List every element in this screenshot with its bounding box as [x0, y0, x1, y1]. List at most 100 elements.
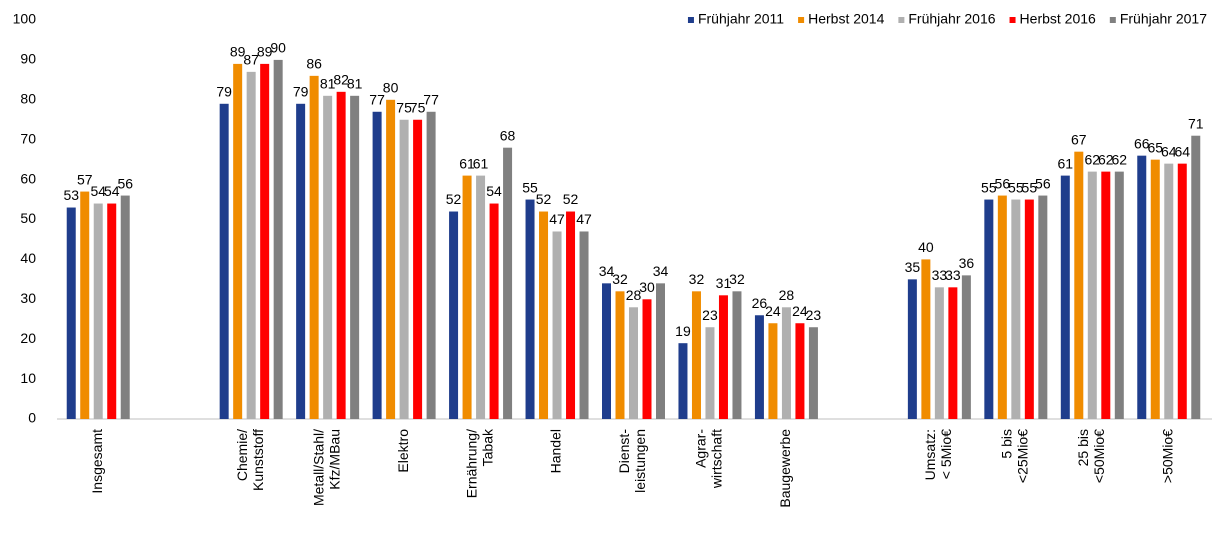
bar	[80, 191, 90, 419]
x-tick-label: Kunststoff	[250, 429, 266, 491]
bar	[961, 275, 971, 419]
bar	[629, 307, 638, 419]
bar	[539, 211, 549, 419]
y-tick-label: 20	[20, 330, 36, 346]
bar	[309, 75, 319, 420]
data-label: 71	[1188, 115, 1204, 131]
bar	[372, 111, 382, 420]
data-label: 82	[333, 72, 349, 88]
legend-marker	[898, 17, 905, 23]
bar	[476, 175, 486, 419]
x-tick-label: Tabak	[479, 428, 495, 466]
data-label: 61	[1058, 155, 1074, 171]
data-label: 33	[932, 267, 948, 283]
data-label: 55	[1008, 179, 1024, 195]
bar	[66, 207, 76, 419]
bar	[552, 231, 562, 419]
data-label: 87	[243, 52, 259, 68]
bar	[921, 259, 931, 419]
data-label: 61	[459, 155, 475, 171]
data-label: 54	[486, 183, 502, 199]
data-label: 23	[806, 307, 822, 323]
bar	[233, 63, 243, 419]
bar	[219, 103, 229, 419]
bar	[1087, 171, 1097, 419]
x-tick-label: < 5Mio€	[938, 429, 954, 479]
y-tick-label: 90	[20, 51, 36, 67]
y-tick-label: 70	[20, 130, 36, 146]
data-label: 30	[639, 279, 655, 295]
bar	[642, 299, 652, 419]
data-label: 28	[779, 287, 795, 303]
bar	[718, 295, 728, 419]
y-tick-label: 40	[20, 250, 36, 266]
legend-label: Frühjahr 2016	[908, 11, 995, 27]
x-tick-label: Handel	[548, 429, 564, 473]
data-label: 86	[306, 56, 322, 72]
data-label: 90	[270, 40, 286, 56]
bar	[808, 327, 818, 419]
data-label: 79	[293, 83, 309, 99]
bar	[1060, 175, 1070, 419]
bar	[984, 199, 994, 419]
data-label: 54	[104, 183, 120, 199]
bar	[754, 315, 764, 419]
data-label: 79	[216, 83, 232, 99]
x-tick-label: Metall/Stahl/	[310, 429, 326, 506]
data-label: 52	[563, 191, 579, 207]
data-label: 24	[792, 303, 808, 319]
bar	[1074, 151, 1084, 420]
bar	[907, 279, 917, 419]
data-label: 57	[77, 171, 93, 187]
data-label: 35	[905, 259, 921, 275]
data-label: 52	[446, 191, 462, 207]
data-label: 65	[1147, 139, 1163, 155]
bar	[934, 287, 944, 419]
data-label: 61	[473, 155, 489, 171]
bar	[795, 323, 805, 419]
y-tick-label: 30	[20, 290, 36, 306]
bar	[462, 175, 472, 419]
data-label: 75	[396, 99, 412, 115]
y-tick-label: 100	[13, 11, 37, 27]
data-label: 67	[1071, 131, 1087, 147]
x-tick-label: Agrar-	[693, 429, 709, 468]
data-label: 89	[230, 44, 246, 60]
bar	[1024, 199, 1034, 419]
bar	[1137, 155, 1147, 419]
data-label: 80	[383, 80, 399, 96]
data-label: 56	[117, 175, 133, 191]
data-label: 54	[90, 183, 106, 199]
bar	[781, 307, 791, 419]
data-label: 81	[320, 76, 336, 92]
bar	[948, 287, 958, 419]
x-tick-label: Baugewerbe	[777, 429, 793, 508]
x-tick-label: Insgesamt	[89, 429, 105, 494]
bar	[1038, 195, 1048, 419]
data-label: 26	[752, 295, 768, 311]
data-label: 62	[1112, 151, 1128, 167]
data-label: 47	[549, 211, 565, 227]
legend-label: Frühjahr 2017	[1120, 11, 1207, 27]
data-label: 68	[500, 127, 516, 143]
bar	[1177, 163, 1187, 419]
data-label: 34	[653, 263, 669, 279]
x-tick-label: Dienst-	[616, 429, 632, 474]
bar	[1150, 159, 1160, 419]
bar	[273, 59, 283, 420]
y-tick-label: 60	[20, 170, 36, 186]
y-tick-label: 50	[20, 210, 36, 226]
x-tick-label: <25Mio€	[1015, 429, 1031, 483]
data-label: 24	[765, 303, 781, 319]
data-label: 56	[995, 175, 1011, 191]
bar	[336, 91, 346, 419]
bar	[705, 327, 715, 419]
legend-label: Frühjahr 2011	[698, 11, 784, 27]
bar	[579, 231, 589, 419]
bar	[489, 203, 499, 419]
x-tick-label: >50Mio€	[1159, 429, 1175, 483]
bar	[260, 63, 270, 419]
data-label: 75	[410, 99, 426, 115]
legend-label: Herbst 2016	[1020, 11, 1096, 27]
